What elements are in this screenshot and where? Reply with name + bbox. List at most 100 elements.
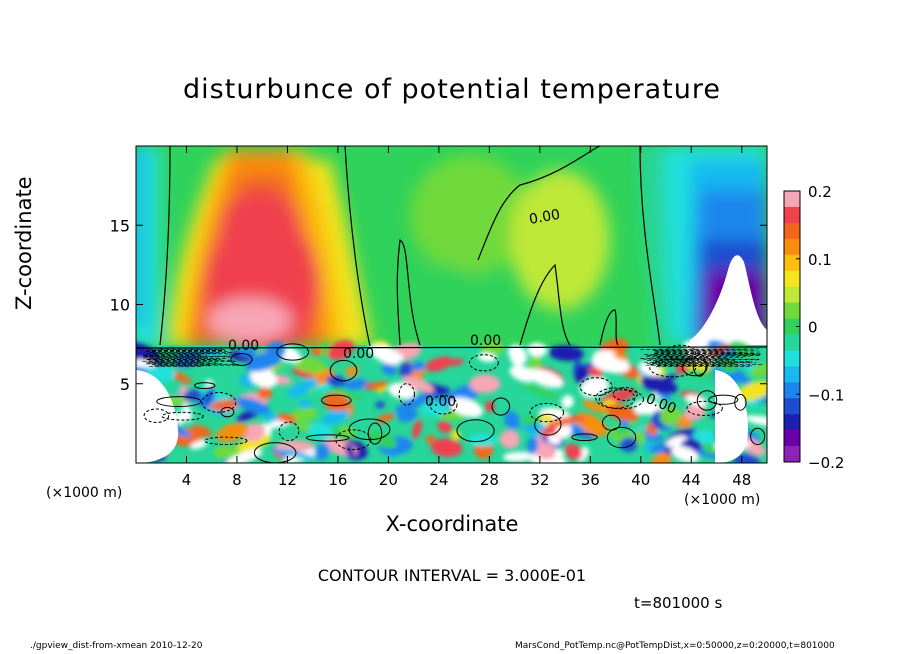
colorbar-swatch — [784, 222, 800, 240]
contour-loop — [230, 352, 253, 366]
lower-patch — [564, 443, 583, 460]
lower-patch — [527, 342, 547, 357]
lower-patch — [257, 387, 273, 400]
lower-patch — [574, 365, 589, 384]
contour-label: 0.00 — [425, 394, 456, 410]
colorbar-swatch — [784, 191, 800, 208]
contour-loop — [601, 414, 621, 431]
lower-patch — [510, 348, 527, 366]
lower-patch — [519, 415, 547, 426]
lower-patch — [203, 387, 215, 407]
y-tick-label: 15 — [110, 216, 130, 235]
lower-patch — [388, 382, 417, 400]
lower-patch — [327, 340, 355, 360]
contour-loop — [143, 408, 170, 423]
lower-patch — [570, 424, 585, 435]
lower-patch — [527, 368, 564, 388]
colorbar-swatch — [784, 430, 800, 447]
lower-patch — [502, 452, 533, 462]
x-axis-label: X-coordinate — [385, 512, 519, 536]
contour-line-7 — [136, 346, 767, 349]
contour-loop — [468, 354, 499, 372]
contour-loop — [398, 383, 415, 406]
x-unit-label-left: (×1000 m) — [46, 485, 123, 501]
lower-patch — [345, 444, 355, 457]
lower-patch — [683, 368, 718, 379]
lower-patch — [322, 393, 350, 412]
field-region-0 — [136, 146, 160, 346]
field-region-11 — [395, 265, 485, 335]
lower-patch — [397, 409, 418, 423]
contour-label: 0.00 — [343, 346, 374, 362]
y-tick-label: 5 — [120, 375, 130, 394]
cold-core — [690, 255, 767, 345]
lower-patch — [671, 446, 699, 463]
lower-patch — [280, 449, 316, 461]
x-tick-label: 24 — [429, 471, 448, 489]
lower-patch — [644, 440, 654, 452]
lower-patch — [744, 415, 767, 426]
colorbar-label: 0.1 — [808, 251, 832, 269]
contour-loop — [686, 400, 723, 416]
lower-patch — [614, 421, 639, 436]
field-region-8 — [208, 298, 292, 342]
x-tick-label: 8 — [232, 471, 242, 489]
lower-patch — [509, 365, 537, 383]
lower-patch — [375, 401, 386, 409]
time-label: t=801000 s — [634, 594, 723, 612]
lower-patch — [426, 382, 448, 395]
colorbar-label: −0.2 — [808, 454, 844, 472]
contour-line-4 — [519, 263, 571, 346]
colorbar-swatch — [784, 238, 800, 256]
lower-patch — [399, 361, 413, 379]
contour-loop — [367, 422, 383, 445]
lower-patch — [640, 375, 678, 395]
contour-line-3 — [477, 146, 601, 261]
lower-patch — [368, 430, 397, 449]
colorbar-swatch — [784, 286, 800, 304]
lower-patch — [692, 429, 720, 444]
colorbar-swatch — [784, 382, 800, 399]
contour-loop — [193, 382, 216, 390]
y-axis: 5 10 15 — [110, 216, 767, 394]
field-region-7 — [220, 190, 300, 270]
lower-patch — [190, 440, 208, 450]
x-tick-label: 20 — [379, 471, 398, 489]
lower-patch — [547, 416, 582, 428]
contour-loop — [429, 395, 458, 415]
lower-patch — [287, 377, 318, 398]
lower-patch — [499, 430, 520, 449]
x-tick-label: 4 — [182, 471, 192, 489]
lower-patch — [265, 341, 287, 358]
contour-loop — [204, 436, 248, 446]
lower-patch — [582, 400, 608, 414]
colorbar-swatch — [784, 350, 800, 367]
colorbar-swatch — [784, 302, 800, 320]
lower-patch — [548, 345, 584, 362]
lower-patch — [684, 404, 706, 421]
lower-patch — [450, 358, 464, 366]
lower-patch — [368, 345, 400, 365]
lower-patch — [225, 449, 263, 463]
x-tick-label: 44 — [682, 471, 701, 489]
lower-patch — [344, 378, 368, 390]
x-tick-label: 36 — [581, 471, 600, 489]
field-region-1 — [136, 146, 144, 326]
contour-loop — [571, 433, 598, 442]
lower-patch — [635, 428, 646, 443]
lower-patch — [619, 437, 638, 452]
lower-patch — [394, 394, 431, 414]
colorbar: 0.2 0.1 0 −0.1 −0.2 — [783, 183, 844, 472]
contour-label: 0.00 — [528, 207, 561, 228]
colorbar-label: 0 — [808, 319, 818, 337]
chart-title: disturbunce of potential temperature — [183, 74, 721, 105]
contour-line-0 — [159, 146, 171, 346]
lower-patch — [750, 363, 767, 377]
contour-loop — [156, 396, 202, 408]
lower-patch — [425, 434, 436, 445]
heatmap-field — [136, 146, 767, 463]
contour-loop — [278, 421, 300, 442]
contour-loop — [696, 390, 718, 411]
right-white-lobe — [715, 370, 748, 463]
